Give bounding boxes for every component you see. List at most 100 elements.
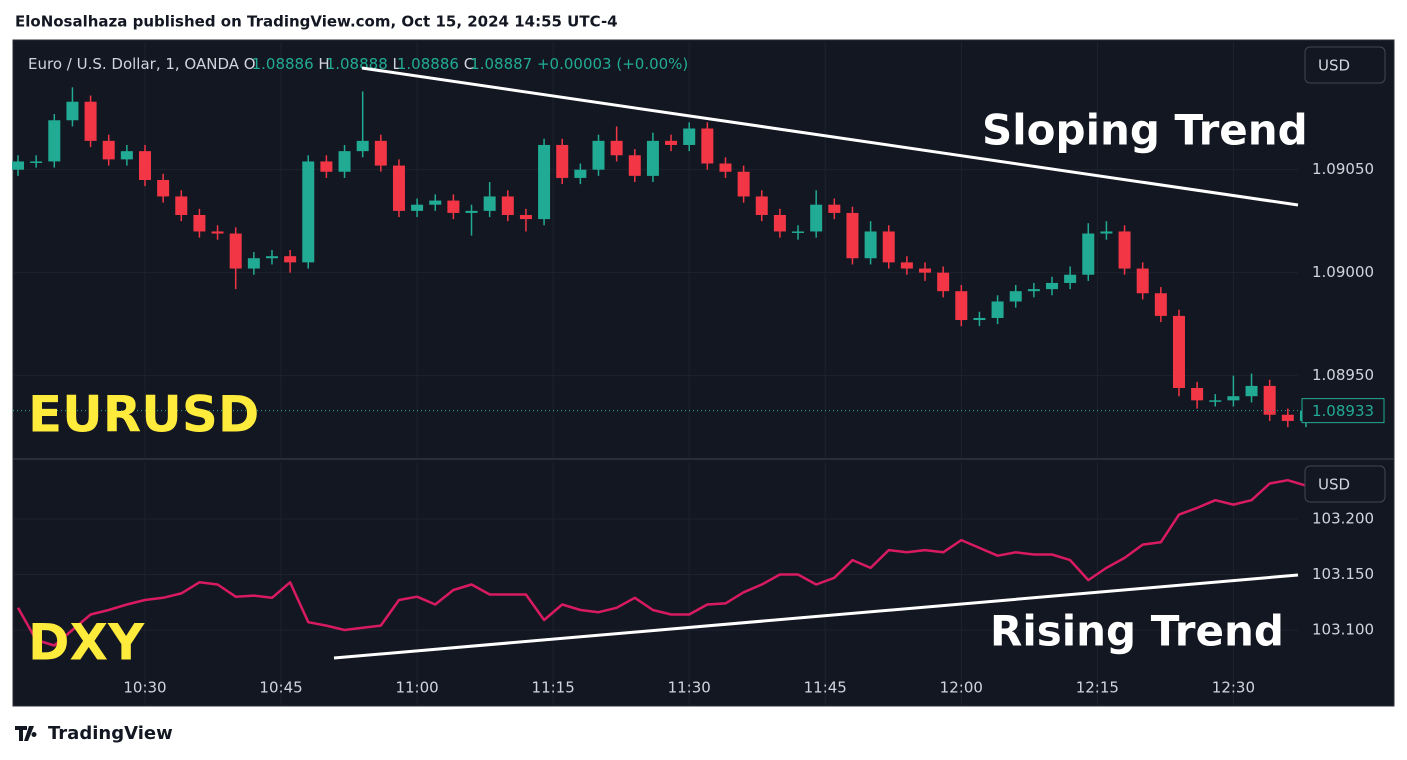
candle-body [919, 268, 932, 273]
candle-body [1082, 233, 1095, 275]
line-series [16, 478, 1307, 647]
candle-body [719, 163, 732, 172]
x-tick-label: 11:00 [395, 679, 438, 697]
grid [13, 42, 1298, 706]
candle-body [646, 140, 659, 176]
y-tick-label: 103.200 [1312, 510, 1374, 528]
legend-label: L [393, 55, 402, 73]
candle-body [392, 165, 405, 211]
y-tick-label: 103.150 [1312, 565, 1374, 583]
candle-body [519, 214, 532, 220]
candle-body [1263, 385, 1276, 415]
candle-body [1172, 315, 1185, 388]
trend-line [361, 66, 1299, 207]
legend-value: 1.08887 [470, 55, 532, 73]
currency-button[interactable] [1304, 465, 1386, 503]
currency-label: USD [1318, 476, 1350, 494]
candle-body [991, 301, 1004, 318]
candle-body [538, 144, 551, 220]
candle-body [447, 200, 460, 213]
candle-body [1118, 231, 1131, 269]
candle-body [84, 101, 97, 141]
candle-body [900, 262, 913, 269]
candle-body [592, 140, 605, 170]
candle-body [247, 258, 260, 269]
candle-body [792, 231, 805, 233]
candle-body [846, 212, 859, 259]
candle-body [828, 204, 841, 213]
trend-line [333, 573, 1299, 660]
candle-body [12, 161, 25, 170]
candle-body [211, 231, 224, 234]
candle-body [574, 169, 587, 178]
candle-body [320, 161, 333, 172]
currency-button[interactable] [1304, 46, 1386, 84]
candle-body [1046, 282, 1058, 290]
candle-body [1227, 396, 1240, 401]
candle-body [773, 214, 786, 232]
candle-body [175, 196, 188, 215]
candle-body [284, 256, 297, 263]
annotation: Rising Trend [990, 607, 1284, 656]
candle-body [48, 120, 61, 162]
candle-body [701, 128, 714, 164]
candle-body [157, 179, 170, 197]
currency-label: USD [1318, 57, 1350, 75]
legend-change: +0.00003 (+0.00%) [537, 55, 688, 73]
legend-value: 1.08886 [252, 55, 314, 73]
candle-body [1009, 291, 1022, 302]
x-tick-label: 10:45 [259, 679, 302, 697]
candle-body [193, 214, 206, 232]
header: EloNosalhaza published on TradingView.co… [15, 13, 618, 31]
last-price-label: 1.08933 [1312, 402, 1374, 420]
last-price-box [1301, 398, 1385, 424]
chart-title: DXY [28, 614, 145, 672]
candle-body [483, 196, 496, 211]
ohlc-legend: Euro / U.S. Dollar, 1, OANDA O1.08886 H1… [28, 55, 688, 73]
candle-body [465, 210, 478, 213]
chart-title: EURUSD [28, 386, 259, 444]
candle-body [501, 196, 514, 215]
footer-logo [15, 726, 37, 741]
candle-body [229, 233, 242, 269]
y-tick-label: 1.08950 [1312, 366, 1374, 384]
legend-label: C [464, 55, 474, 73]
candle-body [429, 200, 442, 205]
x-tick-label: 12:30 [1212, 679, 1255, 697]
candle-body [955, 291, 968, 321]
candle-body [66, 101, 79, 121]
y-tick-label: 1.09050 [1312, 160, 1374, 178]
candle-body [374, 140, 387, 166]
marks [12, 87, 1312, 647]
candle-body [1154, 293, 1167, 316]
candle-body [265, 256, 278, 259]
candle-body [810, 204, 823, 232]
legend-symbol: Euro / U.S. Dollar, 1, OANDA [28, 55, 240, 73]
x-tick-label: 12:15 [1076, 679, 1119, 697]
candle-body [338, 151, 351, 172]
candle-body [139, 151, 151, 180]
candle-body [556, 144, 569, 178]
candle-body [973, 317, 986, 321]
candle-body [628, 155, 641, 176]
candle-body [1245, 385, 1258, 397]
candle-body [1100, 231, 1113, 234]
candle-body [1209, 400, 1222, 402]
y-tick-label: 103.100 [1312, 620, 1374, 638]
x-tick-label: 12:00 [940, 679, 983, 697]
annotation: Sloping Trend [982, 106, 1308, 155]
candle-body [1064, 274, 1077, 283]
legend-value: 1.08886 [397, 55, 459, 73]
candle-body [864, 231, 877, 259]
candle-body [102, 140, 115, 160]
x-tick-label: 11:30 [668, 679, 711, 697]
x-tick-label: 11:15 [532, 679, 575, 697]
candle-body [882, 231, 895, 263]
candle-body [411, 204, 424, 211]
candle-body [937, 272, 950, 292]
candle-body [302, 161, 315, 263]
candle-body [1281, 414, 1294, 421]
candle-body [120, 151, 133, 160]
candle-body [610, 140, 623, 156]
